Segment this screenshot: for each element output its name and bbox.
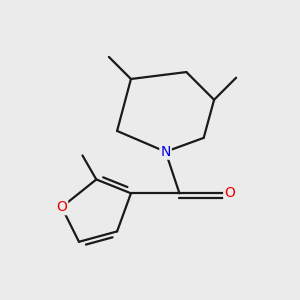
Text: O: O bbox=[56, 200, 67, 214]
Text: O: O bbox=[224, 186, 235, 200]
Text: N: N bbox=[160, 145, 171, 159]
